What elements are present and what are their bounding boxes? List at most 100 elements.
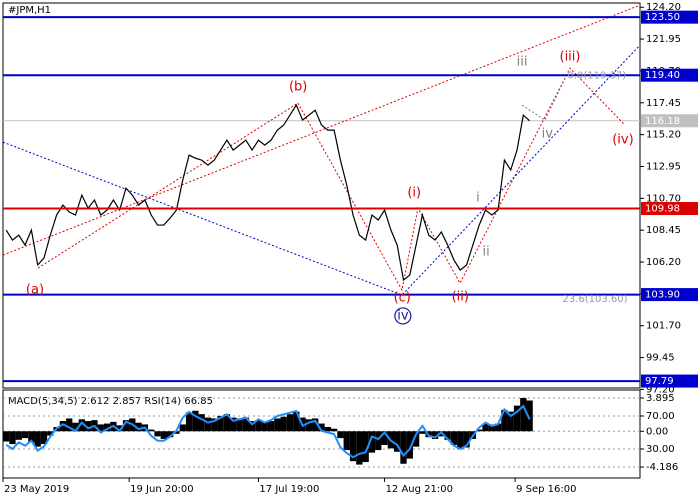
- histogram-bar: [312, 418, 319, 432]
- x-tick-label: 12 Aug 21:00: [386, 484, 453, 495]
- histogram-bar: [179, 424, 186, 432]
- histogram-bar: [154, 431, 161, 437]
- y-tick-label: 112.95: [646, 161, 681, 172]
- histogram-bar: [3, 431, 10, 442]
- histogram-bar: [412, 431, 420, 447]
- histogram-bar: [356, 431, 363, 465]
- histogram-bar: [507, 411, 514, 432]
- y-tick-label: 99.45: [646, 353, 675, 364]
- wave-label: 0.0(119.37): [567, 71, 626, 82]
- histogram-bar: [160, 431, 167, 439]
- histogram-bar: [318, 423, 325, 432]
- histogram-bar: [21, 431, 29, 439]
- histogram-bar: [419, 431, 426, 434]
- histogram-bar: [444, 431, 451, 440]
- histogram-bar: [513, 405, 521, 432]
- wave-label: 23.6(103.60): [562, 294, 627, 305]
- level-box: [641, 68, 698, 82]
- x-tick-label: 17 Jul 19:00: [259, 484, 319, 495]
- histogram-bar: [457, 431, 464, 450]
- histogram-bar: [28, 431, 35, 443]
- wave-label: (ii): [452, 289, 469, 304]
- level-box: [641, 288, 698, 302]
- histogram-bar: [192, 410, 199, 432]
- level-label: 119.40: [645, 70, 680, 81]
- histogram-bar: [248, 421, 256, 432]
- histogram-bar: [368, 431, 376, 453]
- histogram-bar: [406, 431, 413, 459]
- wave-label: (iv): [612, 133, 633, 148]
- histogram-bar: [198, 414, 205, 432]
- last-price-box: [641, 114, 698, 128]
- histogram-bar: [526, 400, 533, 432]
- histogram-bar: [501, 409, 508, 432]
- wave-label: ii: [482, 245, 489, 260]
- y-tick-label: 106.20: [646, 257, 681, 268]
- histogram-bar: [116, 425, 123, 432]
- level-label: 123.50: [645, 12, 680, 23]
- histogram-bar: [394, 431, 401, 452]
- histogram-bar: [230, 417, 237, 432]
- wave-line: [521, 67, 571, 121]
- histogram-bar: [173, 431, 180, 434]
- histogram-bar: [217, 415, 224, 432]
- histogram-bar: [431, 431, 439, 439]
- level-box: [641, 202, 698, 216]
- histogram-bar: [166, 431, 174, 438]
- y-tick-label: -4.186: [646, 462, 678, 473]
- wave-circle: [394, 307, 412, 325]
- histogram-bar: [463, 431, 470, 448]
- histogram-bar: [330, 428, 338, 432]
- y-tick-label: 97.20: [646, 384, 675, 395]
- y-tick-label: 70.00: [646, 411, 675, 422]
- wave-label: (i): [407, 186, 421, 201]
- histogram-bar: [349, 431, 357, 462]
- level-label: 97.79: [645, 376, 674, 387]
- wave-line: [2, 44, 641, 296]
- histogram-bar: [400, 431, 407, 464]
- wave-label: iv: [542, 127, 554, 142]
- histogram-bar: [267, 421, 275, 432]
- wave-label: iii: [517, 55, 528, 70]
- histogram-bar: [15, 431, 22, 440]
- histogram-bar: [236, 418, 243, 432]
- level-label: 103.90: [645, 290, 680, 301]
- histogram-bar: [148, 429, 155, 432]
- histogram-bar: [103, 423, 111, 432]
- wave-label: (iii): [560, 50, 581, 65]
- last-price-label: 116.18: [645, 116, 680, 127]
- histogram-bar: [520, 397, 527, 432]
- histogram-bar: [78, 419, 85, 432]
- histogram-bar: [488, 424, 495, 432]
- histogram-bar: [293, 411, 300, 432]
- x-tick-label: 19 Jun 20:00: [130, 484, 194, 495]
- histogram-bar: [40, 431, 48, 445]
- y-tick-label: 117.45: [646, 98, 681, 109]
- histogram-bar: [261, 421, 268, 432]
- histogram-bar: [286, 414, 294, 432]
- x-tick-label: 9 Sep 16:00: [516, 484, 576, 495]
- indicator-title: MACD(5,34,5) 2.612 2.857 RSI(14) 66.85: [8, 396, 213, 407]
- level-box: [641, 10, 698, 24]
- histogram-bar: [97, 424, 104, 432]
- level-label: 109.98: [645, 204, 680, 215]
- y-tick-label: 124.20: [646, 2, 681, 13]
- histogram-bar: [482, 423, 489, 432]
- y-tick-label: 30.00: [646, 444, 675, 455]
- histogram-bar: [375, 431, 382, 451]
- y-tick-label: 108.45: [646, 225, 681, 236]
- y-tick-label: 0.00: [646, 426, 668, 437]
- histogram-bar: [34, 431, 41, 447]
- histogram-bar: [324, 426, 331, 432]
- histogram-bar: [305, 419, 313, 432]
- histogram-bar: [450, 431, 458, 445]
- histogram-bar: [9, 431, 16, 445]
- histogram-bar: [280, 416, 287, 432]
- histogram-bar: [476, 429, 483, 432]
- histogram-bar: [211, 418, 218, 432]
- wave-label: i: [476, 191, 480, 206]
- histogram-bar: [337, 431, 344, 439]
